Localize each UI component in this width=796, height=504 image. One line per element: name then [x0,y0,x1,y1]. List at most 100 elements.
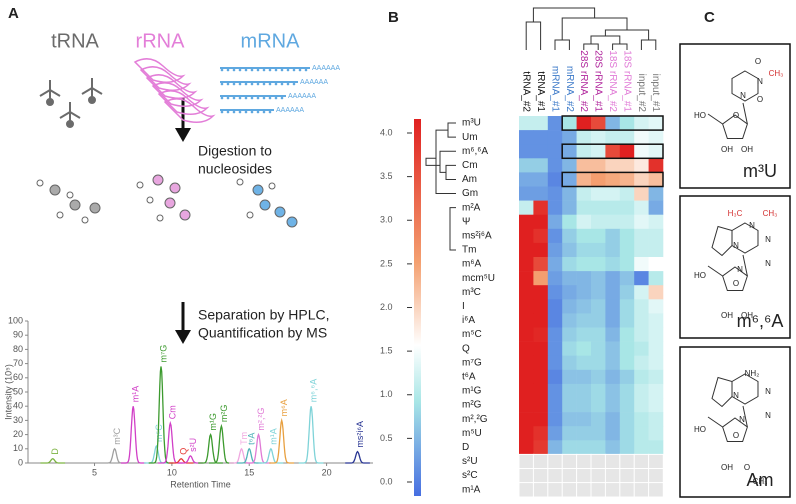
heatmap-cell [533,383,549,399]
peak-label: m²,²G [256,408,266,431]
heatmap-cell [576,299,592,314]
heatmap-cell [619,214,635,230]
nucleoside [89,202,101,214]
bond [707,113,723,125]
heatmap-cell [648,426,664,441]
mrna-base [220,96,224,100]
heatmap-cell [619,158,635,173]
heatmap-cell [648,214,664,230]
mrna-base [292,68,296,72]
structure [707,373,759,443]
peak [269,417,295,464]
heatmap-cell [576,116,592,131]
colorbar-tick-label: 0.0 [380,476,393,486]
row-label: m²G [462,400,482,411]
colorbar-tick-label: 3.0 [380,215,393,225]
mrna-base [280,96,284,100]
heatmap-cell [533,299,549,314]
atom-label: HO [694,425,706,434]
heatmap-cell [648,313,664,328]
heatmap-cell [533,172,549,187]
heatmap-cell [648,242,664,258]
heatmap-cell [576,144,592,159]
heatmap-cell [547,453,563,470]
mrna-base [286,68,290,72]
sugar-ring [722,266,748,292]
heatmap-cell [562,172,577,187]
heatmap-cell [519,426,534,441]
dendro-link [604,29,650,40]
mrna-base [226,68,230,72]
heatmap-cell [605,186,621,201]
structure-name: m⁶,⁶A [737,311,784,331]
heatmap-cell [519,313,534,328]
heatmap-cell [591,186,606,201]
heatmap-cell [547,383,563,399]
mrna-base [238,96,242,100]
heatmap-cell [562,116,577,131]
heatmap-cell [562,341,577,356]
nucleoside [164,197,176,209]
structure-box [679,43,791,189]
row-label: Cm [462,160,478,171]
column-label: 28S rRNA_#1 [593,50,604,112]
heatmap-cell [547,327,563,342]
peak [120,406,146,464]
heatmap-cell [562,383,577,399]
nucleoside [252,184,264,196]
column-label: input_#2 [636,74,647,113]
heatmap-cell [633,453,650,470]
heatmap-cell [562,299,577,314]
heatmap-cell [562,214,577,230]
nucleoside [179,209,191,221]
y-tick-label: 80 [13,344,23,354]
heatmap-cell [605,398,621,413]
atom-label: OH [741,311,753,320]
heatmap-cell [562,186,577,201]
heatmap-cell [648,369,664,385]
atom-label: CH₃ [753,477,768,486]
mrna-base [244,68,248,72]
heatmap-cell [634,299,649,314]
step-label: nucleosides [198,161,272,177]
heatmap-cell [634,271,649,286]
heatmap-cell [634,355,649,371]
heatmap-cell [619,426,635,441]
mrna-base [286,82,290,86]
dendro-link [439,150,456,173]
peak-label: m²G [219,405,229,423]
heatmap-cell [648,468,664,484]
heatmap-cell [634,412,649,427]
heatmap-cell [634,214,649,230]
heatmap-cell [519,242,534,258]
heatmap-cell [591,158,606,173]
atom-label: O [733,431,739,440]
heatmap-cell [619,383,635,399]
heatmap-cell [591,285,606,300]
heatmap-cell [562,355,577,371]
heatmap-cell [619,440,635,455]
mrna-base [250,82,254,86]
nucleoside [268,182,276,190]
heatmap-cell [619,369,635,385]
heatmap-cell [533,257,549,272]
mrna-base [250,96,254,100]
heatmap-cell [591,440,606,455]
peak [40,457,66,464]
heatmap-cell [533,158,549,173]
heatmap-cell [648,172,664,187]
poly-a: AAAAAA [300,79,328,86]
row-label: m⁶A [462,259,481,270]
heatmap-cell [562,228,577,244]
heatmap-cell [576,398,592,413]
dendro-link [612,43,628,50]
heatmap-cell [619,116,635,131]
row-label: Um [462,132,478,143]
heatmap-cell [591,383,606,399]
heatmap-cell [605,412,621,427]
structure-name: m³U [743,161,777,181]
heatmap-cell [547,158,563,173]
heatmap-cell [518,453,535,470]
heatmap-cell [562,158,577,173]
heatmap-cell [533,369,549,385]
